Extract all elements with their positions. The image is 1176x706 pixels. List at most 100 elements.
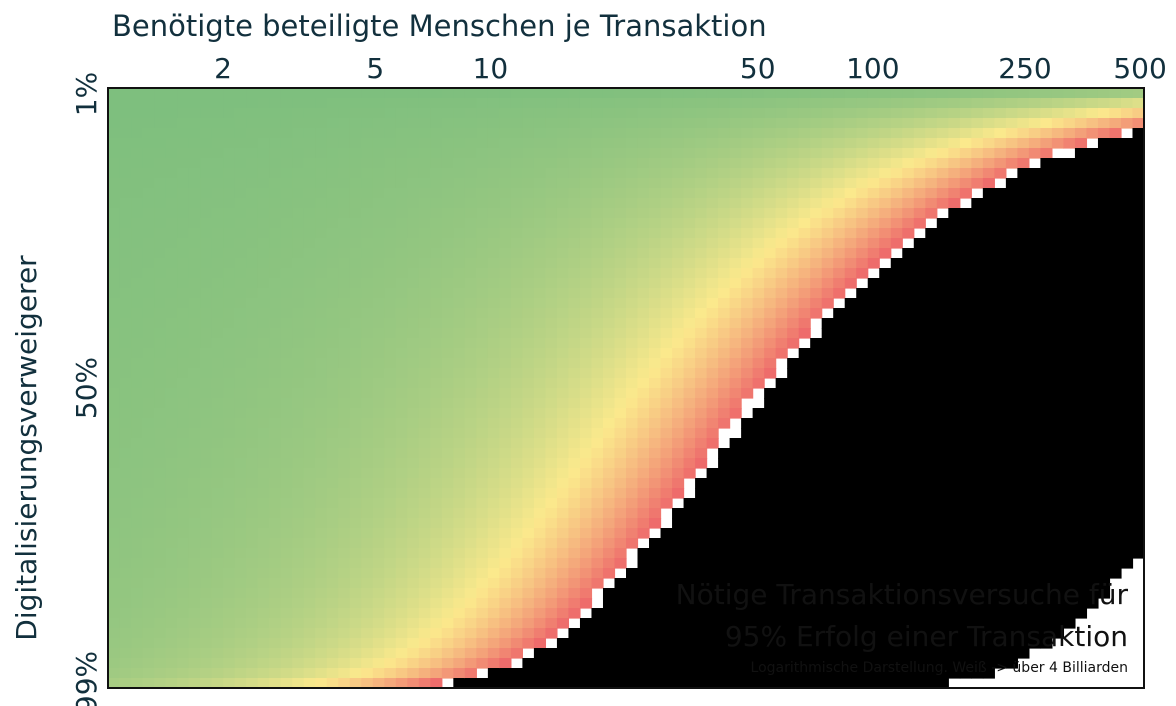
heatmap-cell [533,308,547,319]
heatmap-cell [338,408,351,419]
heatmap-cell [936,648,949,659]
heatmap-cell [844,168,857,179]
heatmap-cell [591,158,604,169]
heatmap-cell [522,638,535,649]
heatmap-cell [764,358,777,369]
heatmap-cell [683,158,696,169]
heatmap-cell [568,288,581,299]
heatmap-cell [764,548,777,559]
heatmap-cell [200,348,213,359]
heatmap-cell [1005,268,1018,279]
heatmap-cell [568,528,581,539]
heatmap-cell [349,158,362,169]
heatmap-cell [349,138,362,149]
heatmap-cell [418,508,431,519]
heatmap-cell [522,418,535,429]
heatmap-cell [810,528,823,539]
heatmap-cell [131,658,144,669]
heatmap-cell [890,138,903,149]
heatmap-cell [591,228,604,239]
heatmap-cell [971,668,984,679]
heatmap-cell [223,478,236,489]
heatmap-cell [246,338,259,349]
heatmap-cell [338,478,351,489]
heatmap-cell [131,628,144,639]
heatmap-cell [833,328,846,339]
heatmap-cell [844,98,857,109]
heatmap-cell [959,488,972,499]
heatmap-cell [315,338,328,349]
heatmap-cell [948,378,961,389]
heatmap-cell [844,568,857,579]
heatmap-cell [614,588,627,599]
heatmap-cell [246,168,259,179]
heatmap-cell [372,458,385,469]
heatmap-cell [683,538,696,549]
heatmap-cell [200,668,213,679]
heatmap-cell [499,658,512,669]
heatmap-cell [718,568,731,579]
heatmap-cell [741,358,754,369]
heatmap-cell [971,408,984,419]
heatmap-cell [200,238,213,249]
heatmap-cell [108,168,121,179]
heatmap-cell [913,618,926,629]
heatmap-cell [741,438,754,449]
heatmap-cell [257,568,270,579]
heatmap-cell [879,148,892,159]
heatmap-cell [902,428,915,439]
heatmap-cell [925,408,938,419]
heatmap-cell [292,268,305,279]
heatmap-cell [902,608,915,619]
heatmap-cell [706,188,719,199]
heatmap-cell [108,668,121,679]
heatmap-cell [626,668,639,679]
heatmap-cell [994,358,1007,369]
heatmap-cell [729,398,742,409]
heatmap-cell [787,638,800,649]
heatmap-cell [533,318,547,329]
heatmap-cell [856,188,869,199]
heatmap-cell [315,358,328,369]
heatmap-cell [971,218,984,229]
heatmap-cell [810,118,823,129]
heatmap-cell [395,408,408,419]
heatmap-cell [556,578,570,589]
heatmap-cell [672,328,685,339]
heatmap-cell [165,598,178,609]
heatmap-cell [602,148,616,159]
heatmap-cell [154,88,167,99]
heatmap-cell [568,138,581,149]
heatmap-cell [844,388,857,399]
heatmap-cell [476,298,489,309]
heatmap-cell [464,368,477,379]
heatmap-cell [418,288,431,299]
heatmap-cell [476,538,489,549]
heatmap-cell [695,668,708,679]
heatmap-cell [395,528,408,539]
heatmap-cell [844,398,857,409]
heatmap-cell [579,468,593,479]
heatmap-cell [591,208,604,219]
heatmap-cell [856,528,869,539]
heatmap-cell [568,498,581,509]
heatmap-cell [602,168,616,179]
heatmap-cell [154,498,167,509]
heatmap-cell [292,548,305,559]
heatmap-cell [683,328,696,339]
heatmap-cell [833,368,846,379]
heatmap-cell [729,218,742,229]
heatmap-cell [936,288,949,299]
heatmap-cell [338,118,351,129]
heatmap-cell [430,598,443,609]
heatmap-cell [879,618,892,629]
heatmap-cell [464,208,477,219]
heatmap-cell [510,508,523,519]
heatmap-cell [476,578,489,589]
heatmap-cell [833,638,846,649]
heatmap-cell [165,518,178,529]
heatmap-cell [430,128,443,139]
heatmap-cell [890,578,903,589]
heatmap-cell [165,148,178,159]
heatmap-cell [982,538,995,549]
